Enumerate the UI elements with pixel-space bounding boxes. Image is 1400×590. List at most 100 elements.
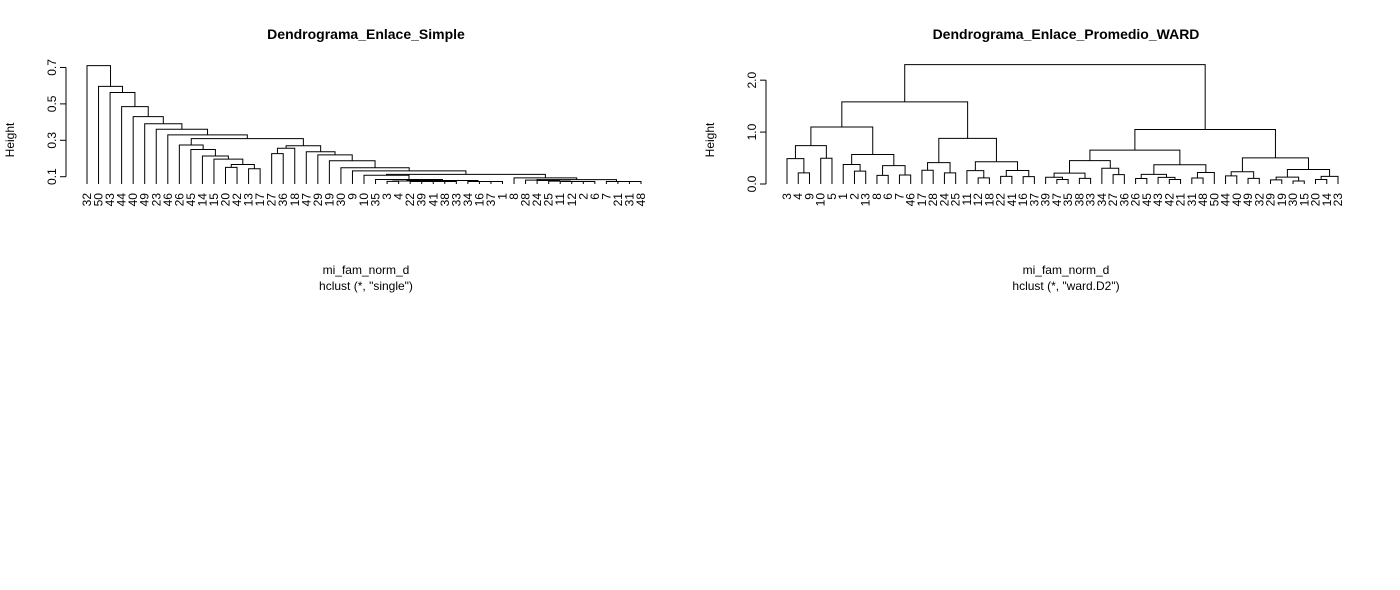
leaf-label: 29 <box>1264 193 1278 207</box>
leaf-label: 4 <box>392 193 406 200</box>
leaf-label: 13 <box>859 193 873 207</box>
dendrogram-branch <box>898 174 912 184</box>
leaf-label: 10 <box>814 193 828 207</box>
leaf-label: 25 <box>949 193 963 207</box>
leaf-label: 41 <box>426 193 440 207</box>
dendrogram-branch <box>385 173 546 178</box>
dendrogram-branch <box>1078 177 1092 184</box>
dendrogram-branch <box>853 170 867 184</box>
leaf-label: 49 <box>138 193 152 207</box>
leaf-label: 40 <box>126 193 140 207</box>
dendrogram-branch <box>1275 176 1300 182</box>
leaf-label: 50 <box>92 193 106 207</box>
leaf-label: 5 <box>825 193 839 200</box>
leaf-label: 21 <box>1174 193 1188 207</box>
leaf-label: 3 <box>780 193 794 200</box>
dendrogram-branch <box>943 172 957 184</box>
leaf-label: 30 <box>334 193 348 207</box>
y-tick-label: 2.0 <box>745 72 759 89</box>
leaf-label: 37 <box>484 193 498 207</box>
dendrogram-branch <box>797 172 810 184</box>
dendrogram-branch <box>1157 176 1176 184</box>
dendrogram-branch <box>1045 176 1063 184</box>
leaf-label: 12 <box>971 193 985 207</box>
dendrogram-branch <box>1286 168 1331 178</box>
dendrogram-branch <box>938 137 997 163</box>
dendrogram-branch <box>190 148 216 184</box>
leaf-label: 29 <box>311 193 325 207</box>
dendrogram-branch <box>1005 169 1030 177</box>
leaf-label: 35 <box>369 193 383 207</box>
method-subtitle: hclust (*, "single") <box>319 279 413 293</box>
dendrogram-branch <box>86 65 112 184</box>
dendrogram-branch <box>810 126 874 155</box>
leaf-label: 14 <box>195 193 209 207</box>
leaf-label: 11 <box>553 193 567 206</box>
leaf-labels: 3491051213867461728242511121822411637394… <box>780 193 1345 207</box>
dendrogram-branch <box>1069 160 1111 174</box>
dendrogram-branch <box>178 144 204 184</box>
leaf-label: 22 <box>994 193 1008 207</box>
leaf-label: 21 <box>611 193 625 207</box>
dendrogram-branch <box>144 123 183 184</box>
leaf-label: 28 <box>926 193 940 207</box>
dendrogram-branch <box>1053 172 1086 179</box>
dendrogram-branch <box>213 158 244 184</box>
dendrogram-branch <box>927 162 951 173</box>
dendrogram-branch <box>1022 176 1035 184</box>
dendrogram-branch <box>225 166 238 184</box>
leaf-label: 49 <box>1241 193 1255 207</box>
dendrogram-branch <box>1056 179 1069 184</box>
leaf-label: 45 <box>1140 193 1154 207</box>
dendrogram-branch <box>794 145 827 159</box>
leaf-label: 50 <box>1207 193 1221 207</box>
dendrogram-branch <box>974 161 1019 171</box>
leaf-label: 30 <box>1286 193 1300 207</box>
leaf-label: 32 <box>80 193 94 207</box>
dendrogram-branch <box>1153 164 1207 175</box>
leaf-label: 45 <box>184 193 198 207</box>
leaf-label: 20 <box>219 193 233 207</box>
leaf-label: 2 <box>576 193 590 200</box>
leaf-label: 35 <box>1061 193 1075 207</box>
leaf-label: 48 <box>1196 193 1210 207</box>
dendrogram-branch <box>786 158 805 184</box>
dendrogram-panel-single: Dendrograma_Enlace_Simple Height mi_fam_… <box>3 26 648 293</box>
leaf-label: 1 <box>836 193 850 200</box>
leaf-label: 31 <box>1185 193 1199 207</box>
dendrogram-tree <box>786 64 1339 184</box>
y-tick-label: 0.7 <box>45 59 59 76</box>
leaf-label: 38 <box>438 193 452 207</box>
x-axis-label: mi_fam_norm_d <box>323 263 410 277</box>
leaf-label: 44 <box>1219 193 1233 207</box>
leaf-label: 10 <box>357 193 371 207</box>
dendrogram-branch <box>1134 128 1276 158</box>
dendrogram-branch <box>904 64 1206 130</box>
chart-title: Dendrograma_Enlace_Promedio_WARD <box>933 26 1200 42</box>
leaf-label: 3 <box>380 193 394 200</box>
y-tick-label: 1.0 <box>745 123 759 140</box>
leaf-label: 46 <box>904 193 918 207</box>
dendrogram-branch <box>513 177 578 184</box>
leaf-label: 41 <box>1005 193 1019 207</box>
leaf-label: 15 <box>1297 193 1311 207</box>
leaf-label: 34 <box>461 193 475 207</box>
dendrogram-branch <box>820 157 833 184</box>
leaf-label: 6 <box>881 193 895 200</box>
leaf-label: 16 <box>472 193 486 207</box>
dendrogram-tree <box>86 65 642 184</box>
dendrogram-branch <box>386 180 400 184</box>
leaf-label: 43 <box>103 193 117 207</box>
leaf-label: 24 <box>937 193 951 207</box>
dendrogram-branch <box>132 116 164 184</box>
chart-title: Dendrograma_Enlace_Simple <box>267 26 465 42</box>
dendrogram-branch <box>1270 179 1283 184</box>
leaf-label: 23 <box>1331 193 1345 207</box>
dendrogram-branch <box>1196 172 1215 184</box>
leaf-label: 36 <box>276 193 290 207</box>
leaf-label: 27 <box>1106 193 1120 207</box>
leaf-label: 42 <box>1162 193 1176 207</box>
leaf-label: 28 <box>519 193 533 207</box>
y-axis-label: Height <box>703 122 717 157</box>
leaf-label: 2 <box>847 193 861 200</box>
